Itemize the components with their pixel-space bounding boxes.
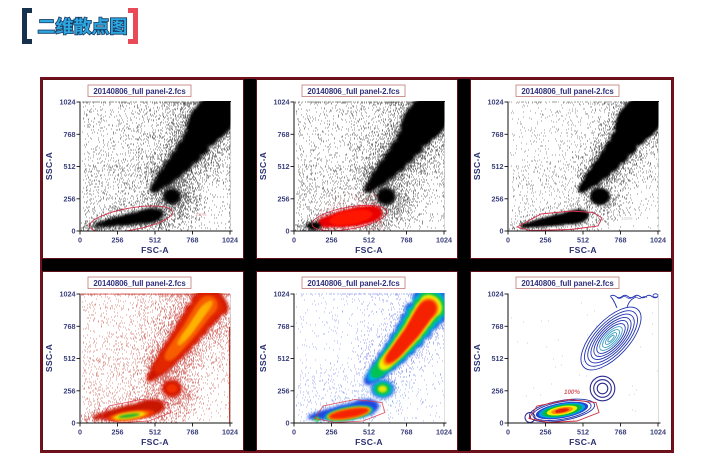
- svg-text:SSC-A: SSC-A: [258, 152, 268, 180]
- svg-text:512: 512: [577, 428, 589, 437]
- svg-text:1024: 1024: [650, 428, 666, 437]
- svg-text:256: 256: [278, 194, 290, 203]
- svg-text:512: 512: [64, 354, 76, 363]
- svg-text:512: 512: [363, 428, 375, 437]
- svg-text:FSC-A: FSC-A: [569, 437, 597, 447]
- svg-text:256: 256: [64, 386, 76, 395]
- svg-text:100%: 100%: [621, 216, 633, 221]
- svg-text:1024: 1024: [488, 290, 504, 299]
- svg-text:768: 768: [492, 322, 504, 331]
- svg-text:512: 512: [278, 354, 290, 363]
- svg-text:0: 0: [286, 419, 290, 428]
- svg-text:0: 0: [292, 236, 296, 245]
- svg-text:1024: 1024: [222, 428, 238, 437]
- svg-text:512: 512: [149, 428, 161, 437]
- svg-text:SSC-A: SSC-A: [258, 344, 268, 372]
- svg-text:1024: 1024: [222, 236, 238, 245]
- svg-text:768: 768: [278, 322, 290, 331]
- svg-text:0: 0: [500, 419, 504, 428]
- svg-text:1024: 1024: [274, 98, 290, 107]
- svg-text:0: 0: [72, 227, 76, 236]
- svg-text:768: 768: [278, 130, 290, 139]
- svg-text:SSC-A: SSC-A: [44, 344, 54, 372]
- svg-text:256: 256: [492, 194, 504, 203]
- svg-text:0: 0: [78, 428, 82, 437]
- svg-text:20140806_full panel-2.fcs: 20140806_full panel-2.fcs: [521, 279, 614, 288]
- svg-text:100%: 100%: [195, 212, 207, 217]
- svg-text:512: 512: [278, 162, 290, 171]
- svg-text:20140806_full panel-2.fcs: 20140806_full panel-2.fcs: [307, 279, 400, 288]
- svg-text:512: 512: [492, 354, 504, 363]
- svg-text:512: 512: [149, 236, 161, 245]
- svg-text:FSC-A: FSC-A: [141, 245, 169, 255]
- svg-text:768: 768: [401, 428, 413, 437]
- svg-text:100%: 100%: [564, 389, 580, 396]
- svg-text:20140806_full panel-2.fcs: 20140806_full panel-2.fcs: [307, 87, 400, 96]
- svg-text:0: 0: [506, 236, 510, 245]
- svg-text:768: 768: [187, 428, 199, 437]
- svg-text:256: 256: [112, 428, 124, 437]
- svg-text:84.8: 84.8: [556, 408, 565, 414]
- svg-text:FSC-A: FSC-A: [141, 437, 169, 447]
- svg-text:1024: 1024: [488, 98, 504, 107]
- svg-text:1024: 1024: [60, 290, 76, 299]
- svg-text:SSC-A: SSC-A: [44, 152, 54, 180]
- svg-text:1024: 1024: [436, 428, 452, 437]
- svg-text:1024: 1024: [650, 236, 666, 245]
- svg-text:768: 768: [64, 130, 76, 139]
- svg-text:512: 512: [64, 162, 76, 171]
- svg-text:256: 256: [326, 236, 338, 245]
- svg-text:1024: 1024: [274, 290, 290, 299]
- svg-text:768: 768: [401, 236, 413, 245]
- svg-text:256: 256: [64, 194, 76, 203]
- svg-text:SSC-A: SSC-A: [472, 152, 482, 180]
- svg-text:FSC-A: FSC-A: [355, 245, 383, 255]
- svg-text:256: 256: [492, 386, 504, 395]
- svg-text:512: 512: [492, 162, 504, 171]
- svg-text:256: 256: [326, 428, 338, 437]
- svg-text:768: 768: [615, 428, 627, 437]
- svg-text:0: 0: [78, 236, 82, 245]
- svg-text:0: 0: [286, 227, 290, 236]
- svg-text:768: 768: [615, 236, 627, 245]
- svg-text:SSC-A: SSC-A: [472, 344, 482, 372]
- svg-text:0: 0: [500, 227, 504, 236]
- svg-text:FSC-A: FSC-A: [355, 437, 383, 447]
- svg-text:256: 256: [540, 428, 552, 437]
- svg-text:1024: 1024: [60, 98, 76, 107]
- svg-text:768: 768: [492, 130, 504, 139]
- svg-text:20140806_full panel-2.fcs: 20140806_full panel-2.fcs: [521, 87, 614, 96]
- svg-text:512: 512: [577, 236, 589, 245]
- svg-text:20140806_full panel-2.fcs: 20140806_full panel-2.fcs: [93, 279, 186, 288]
- svg-text:FSC-A: FSC-A: [569, 245, 597, 255]
- svg-text:512: 512: [363, 236, 375, 245]
- svg-text:0: 0: [506, 428, 510, 437]
- svg-text:0: 0: [72, 419, 76, 428]
- svg-text:1024: 1024: [436, 236, 452, 245]
- svg-text:256: 256: [540, 236, 552, 245]
- svg-text:768: 768: [64, 322, 76, 331]
- svg-text:256: 256: [278, 386, 290, 395]
- svg-text:20140806_full panel-2.fcs: 20140806_full panel-2.fcs: [93, 87, 186, 96]
- svg-text:0: 0: [292, 428, 296, 437]
- svg-text:768: 768: [187, 236, 199, 245]
- svg-text:256: 256: [112, 236, 124, 245]
